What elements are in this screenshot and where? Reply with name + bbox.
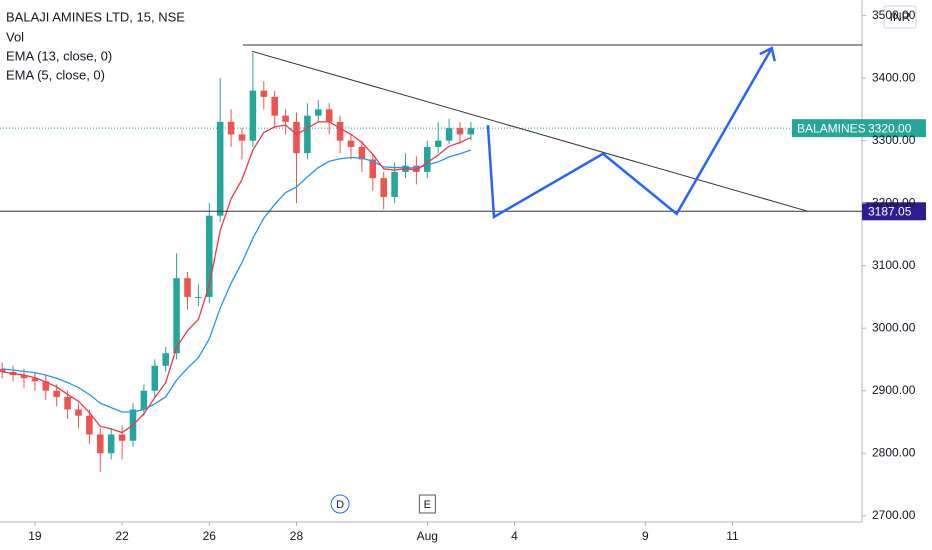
price-tag [862, 119, 926, 138]
x-tick-label: 28 [290, 529, 304, 543]
legend-entry: Vol [6, 29, 24, 44]
candle-body [173, 278, 180, 354]
x-tick-label: 11 [726, 529, 739, 543]
candle-body [97, 434, 104, 454]
candle-body [380, 178, 387, 197]
y-tick-label: 3400.00 [872, 70, 916, 84]
candle-body [304, 115, 311, 154]
event-label: D [336, 499, 344, 511]
candle-body [347, 140, 355, 147]
y-tick-label: 3200.00 [872, 195, 916, 209]
x-tick-label: 19 [28, 529, 42, 543]
candle-body [424, 146, 431, 172]
projection-path [486, 47, 773, 220]
legend-entry: EMA (13, close, 0) [6, 48, 112, 63]
candle-body [42, 381, 50, 391]
candle-body [282, 115, 289, 122]
chart-title: BALAJI AMINES LTD, 15, NSE [6, 9, 185, 24]
legend-entry: EMA (5, close, 0) [6, 67, 105, 82]
candle-body [216, 121, 224, 216]
y-tick-label: 3300.00 [872, 133, 916, 147]
x-tick-label: Aug [417, 529, 438, 543]
price-tag [862, 202, 926, 221]
candle-body [358, 146, 366, 160]
candle-body [238, 134, 246, 141]
candle-body [315, 109, 322, 116]
candle-body [31, 378, 39, 382]
candle-body [0, 368, 6, 372]
ema-line [2, 121, 472, 434]
currency-box [883, 5, 917, 29]
candle-body [445, 128, 453, 141]
candle-body [293, 121, 300, 154]
candle-body [369, 159, 377, 179]
event-label: E [424, 499, 431, 511]
candle-body [107, 434, 115, 454]
candle-body [260, 90, 268, 97]
price-tag-label: 3320.00 [868, 121, 912, 135]
y-tick-label: 3000.00 [872, 320, 916, 334]
symbol-tag [792, 119, 862, 138]
candle-body [456, 128, 464, 135]
trend-line [251, 50, 809, 212]
candle-body [64, 396, 71, 410]
y-tick-label: 2900.00 [872, 383, 916, 397]
candle-body [467, 128, 475, 135]
currency-label: INR [890, 10, 911, 24]
x-tick-label: 9 [642, 529, 649, 543]
candle-body [53, 390, 60, 397]
price-tag-label: 3187.05 [868, 204, 912, 218]
event-marker [330, 494, 350, 514]
ema-line [2, 149, 472, 413]
candle-body [151, 365, 159, 391]
candle-body [184, 278, 191, 297]
candle-body [75, 409, 82, 416]
x-tick-label: 26 [203, 529, 217, 543]
x-tick-label: 22 [115, 529, 129, 543]
x-tick-label: 4 [511, 529, 518, 543]
candle-body [195, 296, 202, 298]
y-tick-label: 2700.00 [872, 508, 916, 522]
candle-body [86, 415, 93, 435]
plot-area [0, 53, 862, 472]
candle-body [206, 215, 213, 297]
event-marker [418, 494, 436, 514]
candle-body [140, 390, 148, 410]
candle-body [434, 140, 442, 147]
candle-body [325, 109, 333, 122]
candle-body [391, 171, 398, 197]
candle-body [336, 121, 344, 141]
y-tick-label: 2800.00 [872, 445, 916, 459]
arrow-head [759, 46, 776, 62]
candle-body [20, 375, 28, 379]
candle-body [162, 353, 169, 366]
candle-body [271, 96, 278, 116]
y-tick-label: 3100.00 [872, 258, 916, 272]
symbol-tag-label: BALAMINES [797, 121, 866, 135]
y-tick-label: 3500.00 [872, 8, 916, 22]
candle-body [118, 434, 126, 441]
candle-body [249, 90, 257, 141]
